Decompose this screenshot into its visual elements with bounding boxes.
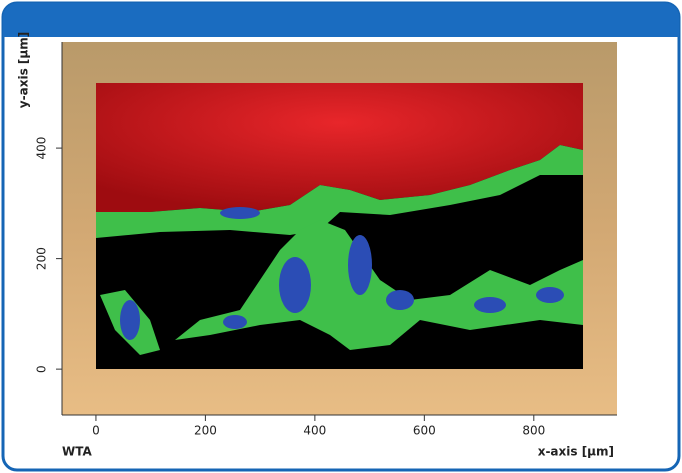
y-tick-label: 200 xyxy=(35,247,49,270)
x-tick-label: 0 xyxy=(92,424,100,438)
x-tick-label: 600 xyxy=(413,424,436,438)
blue-spot xyxy=(474,297,506,313)
header-band xyxy=(3,3,679,37)
blue-spot xyxy=(223,315,247,329)
x-tick-label: 800 xyxy=(522,424,545,438)
x-tick-label: 400 xyxy=(303,424,326,438)
blue-spot xyxy=(220,207,260,219)
micrograph xyxy=(62,42,617,415)
x-tick-label: 200 xyxy=(194,424,217,438)
chart: y-axis [µm] x-axis [µm] WTA 0 200 400 600 80… xyxy=(0,0,682,473)
x-axis-label: x-axis [µm] xyxy=(538,445,614,459)
y-tick-label: 0 xyxy=(35,365,49,373)
blue-spot xyxy=(348,235,372,295)
y-tick-label: 400 xyxy=(35,137,49,160)
corner-label: WTA xyxy=(62,445,92,459)
blue-spot xyxy=(120,300,140,340)
y-axis-label: y-axis [µm] xyxy=(17,32,31,108)
blue-spot xyxy=(386,290,414,310)
blue-spot xyxy=(279,257,311,313)
blue-spot xyxy=(536,287,564,303)
page: y-axis [µm] x-axis [µm] WTA 0 200 400 600 80… xyxy=(0,0,682,473)
